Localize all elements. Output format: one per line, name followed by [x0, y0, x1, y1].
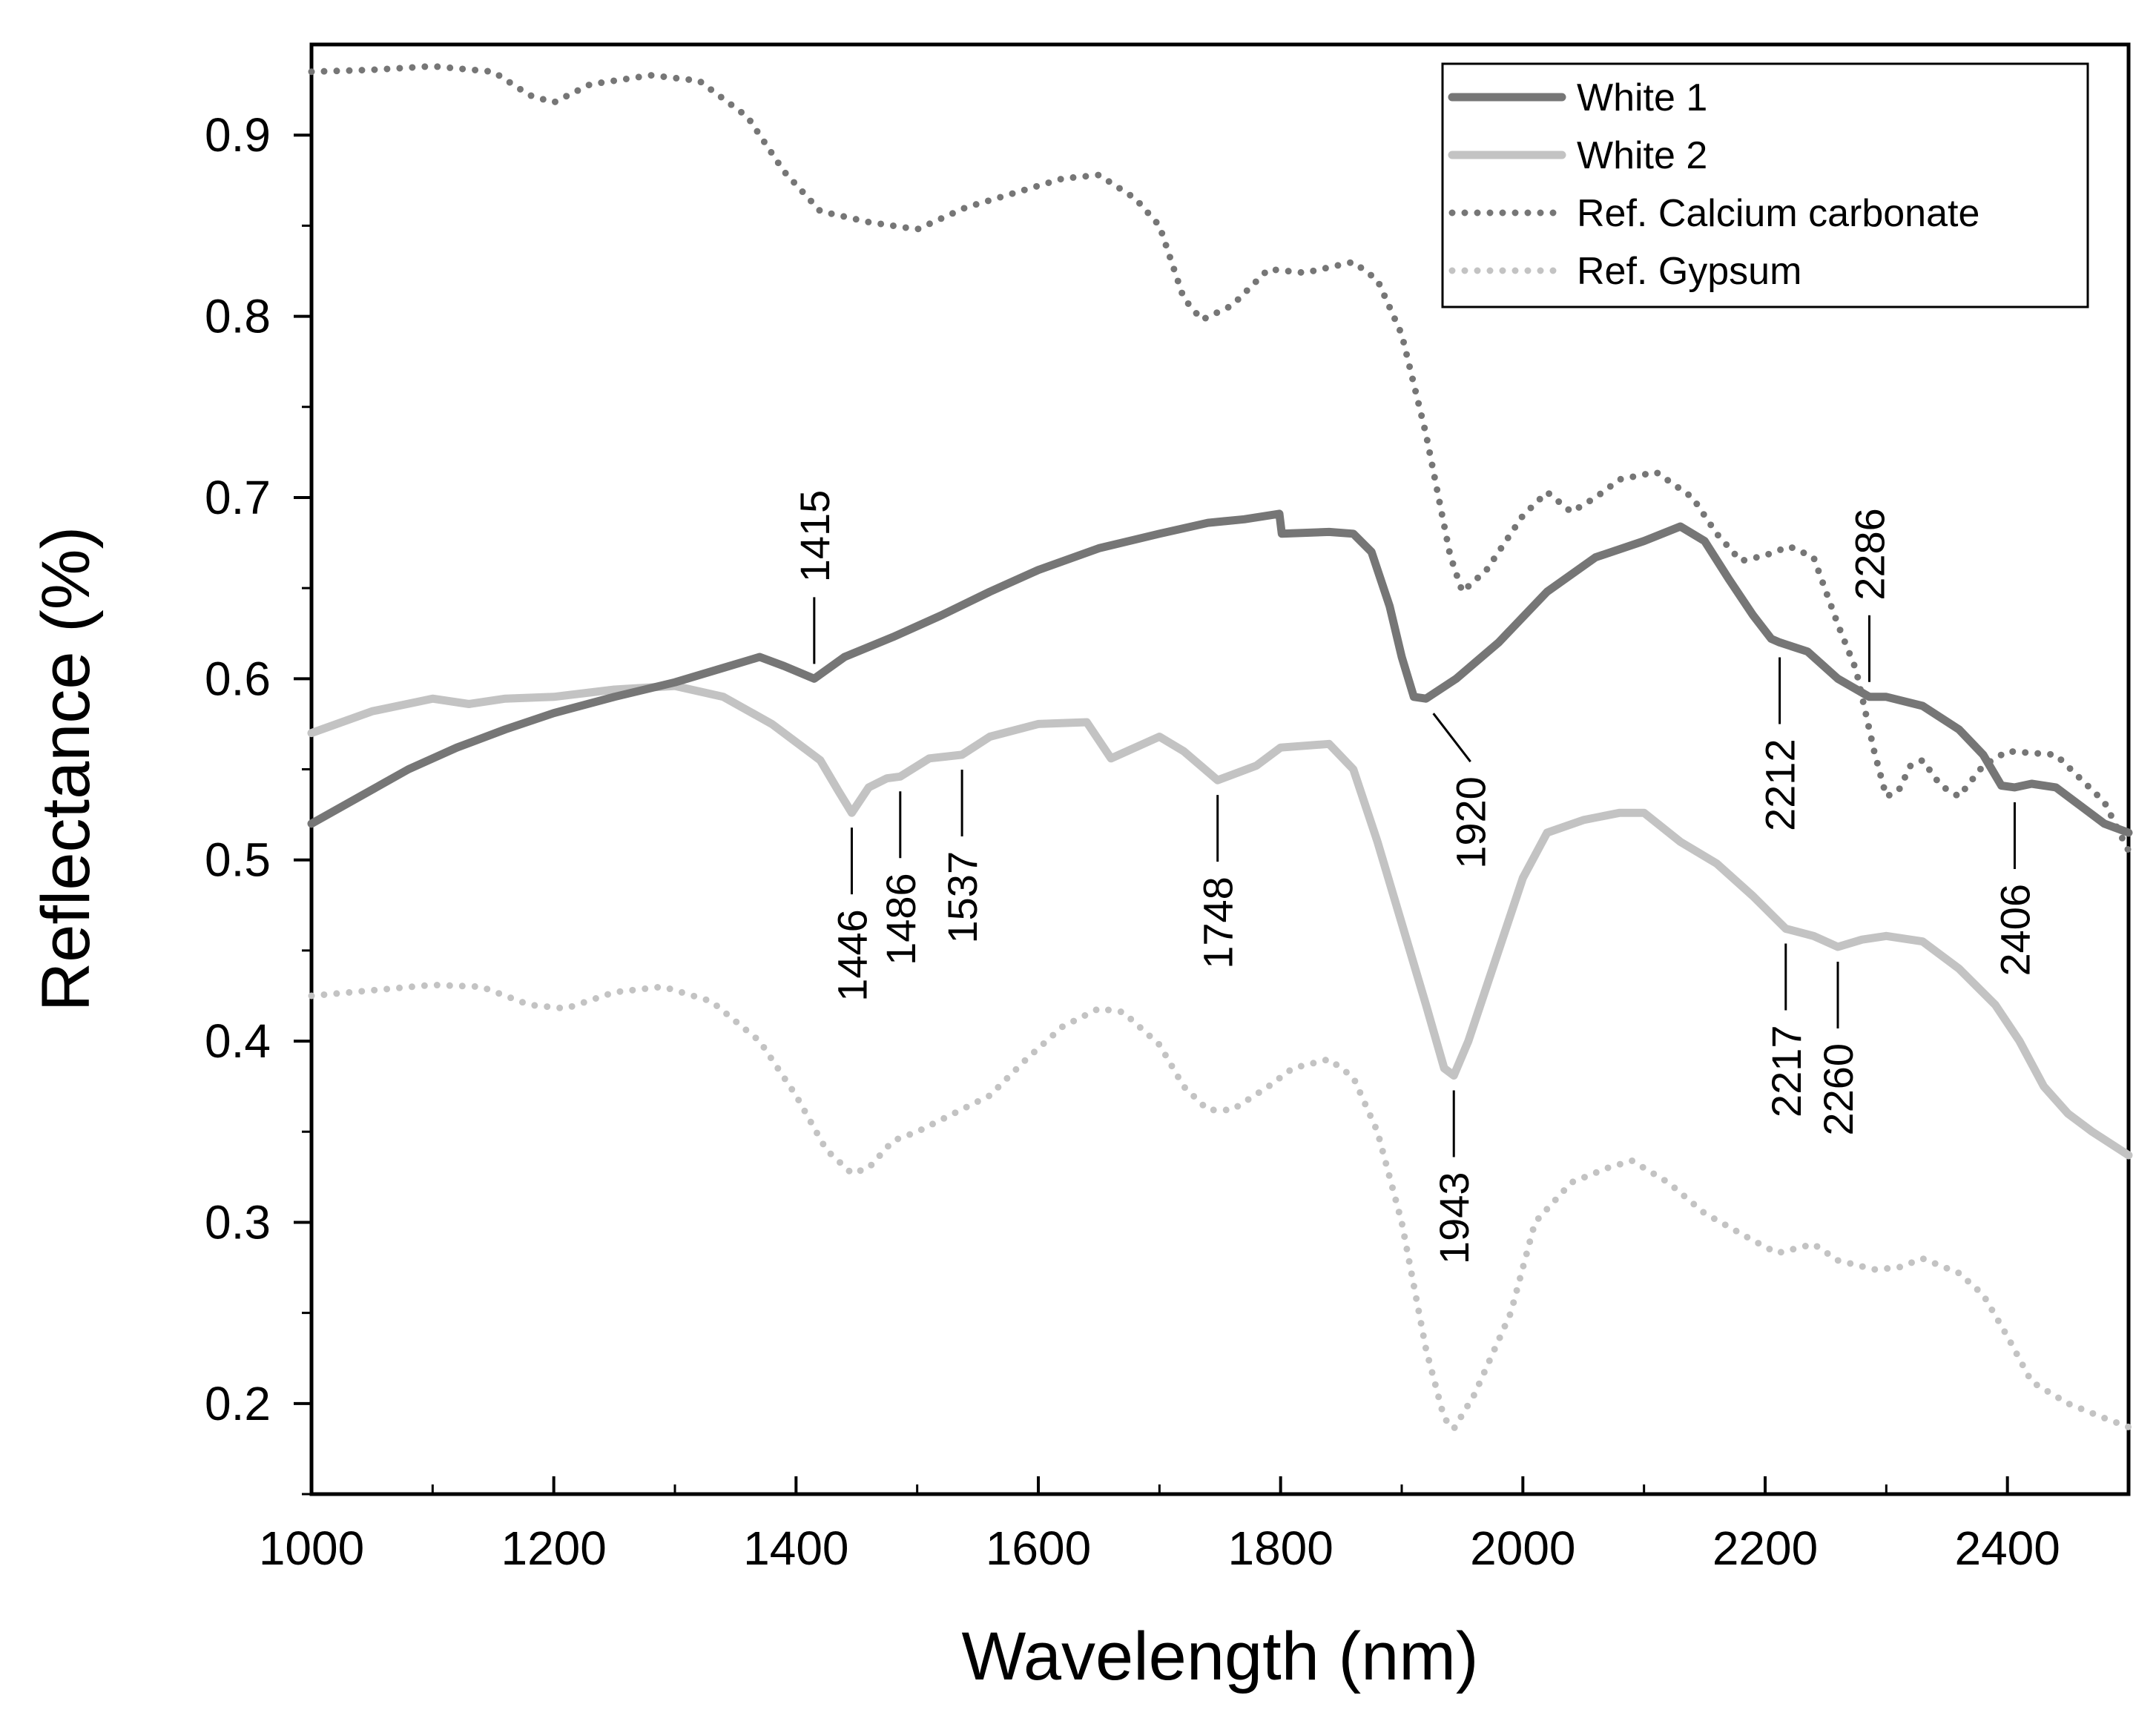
annotation-leader-line	[1432, 713, 1471, 763]
annotation-label: 1446	[829, 909, 876, 1002]
annotation-label: 2406	[1992, 884, 2039, 977]
annotation-label: 1920	[1448, 776, 1494, 869]
y-tick-label: 0.8	[205, 290, 271, 343]
y-axis-title: Reflectance (%)	[28, 526, 104, 1011]
legend-label: Ref. Gypsum	[1577, 250, 1801, 293]
annotation-label: 1537	[939, 851, 986, 944]
y-tick-label: 0.4	[205, 1014, 271, 1068]
annotation-label: 2217	[1763, 1025, 1810, 1118]
y-tick-label: 0.2	[205, 1377, 271, 1430]
legend: White 1 White 2 Ref. Calcium carbonate Ref.…	[1441, 62, 2089, 308]
annotation-label: 1486	[877, 873, 924, 965]
x-tick-label: 1400	[743, 1522, 848, 1575]
legend-label: White 2	[1577, 134, 1707, 177]
series-line-ref-gypsum	[308, 981, 2132, 1433]
series-group	[307, 62, 2133, 1433]
legend-label: White 1	[1577, 76, 1707, 119]
x-tick-label: 1600	[986, 1522, 1091, 1575]
x-tick-label: 1200	[501, 1522, 606, 1575]
legend-label: Ref. Calcium carbonate	[1577, 192, 1979, 235]
y-tick-label: 0.5	[205, 833, 271, 887]
y-tick-label: 0.3	[205, 1195, 271, 1249]
y-tick-label: 0.7	[205, 471, 271, 524]
annotation-label: 2260	[1815, 1043, 1862, 1136]
annotations-group: 1415 1446 1486 1537 1748 1920 1943 2212 2217 2260…	[791, 490, 2039, 1264]
x-tick-label: 1000	[259, 1522, 364, 1575]
series-line-white-2	[307, 681, 2133, 1160]
x-axis-title: Wavelength (nm)	[961, 1619, 1478, 1694]
annotation-label: 1748	[1195, 876, 1242, 969]
series-line-white-1	[307, 509, 2133, 837]
x-tick-label: 2200	[1712, 1522, 1818, 1575]
x-tick-label: 1800	[1227, 1522, 1333, 1575]
series-line-ref-calcium-carbonate	[308, 62, 2132, 854]
legend-box	[1441, 62, 2089, 308]
x-tick-label: 2400	[1954, 1522, 2060, 1575]
annotation-label: 2286	[1847, 508, 1893, 601]
y-tick-label: 0.6	[205, 652, 271, 705]
axis-ticks-group: 1000 1200 1400 1600 1800 2000 2200 2400 0.2 0.3 0.…	[205, 108, 2060, 1575]
y-tick-label: 0.9	[205, 108, 271, 162]
x-tick-label: 2000	[1470, 1522, 1575, 1575]
annotation-label: 2212	[1757, 739, 1804, 831]
annotation-label: 1415	[791, 490, 838, 583]
annotation-label: 1943	[1431, 1172, 1477, 1265]
